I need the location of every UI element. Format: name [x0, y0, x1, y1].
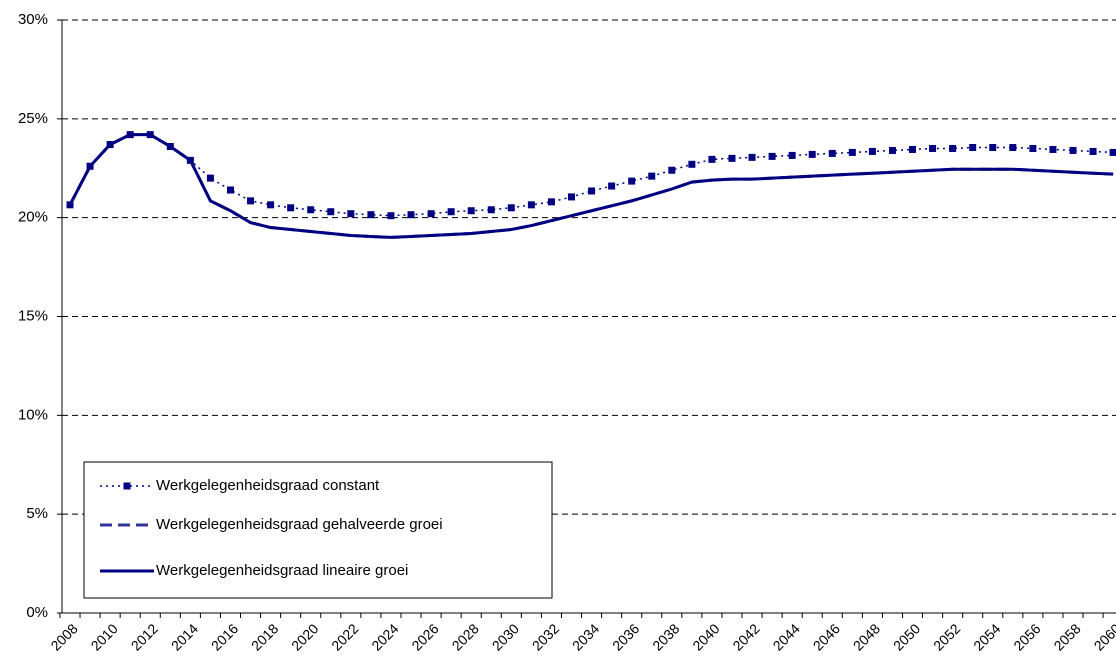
point-marker: [888, 146, 896, 154]
point-marker: [327, 208, 335, 216]
x-tick-label: 2016: [208, 620, 241, 653]
x-tick-label: 2048: [850, 620, 883, 653]
x-tick-label: 2008: [47, 620, 80, 653]
point-marker: [447, 208, 455, 216]
point-marker: [728, 154, 736, 162]
y-tick-label: 10%: [18, 406, 48, 423]
point-marker: [507, 204, 515, 212]
series-line: [69, 133, 1114, 217]
x-tick-label: 2036: [609, 620, 642, 653]
x-tick-label: 2022: [328, 620, 361, 653]
point-marker: [387, 212, 395, 220]
point-marker: [688, 160, 696, 168]
point-marker: [307, 206, 315, 214]
point-marker: [247, 197, 255, 205]
point-marker: [347, 210, 355, 218]
point-marker: [407, 211, 415, 219]
x-tick-label: 2040: [689, 620, 722, 653]
point-marker: [909, 145, 917, 153]
point-marker: [608, 182, 616, 190]
x-tick-label: 2042: [729, 620, 762, 653]
point-marker: [929, 144, 937, 152]
point-marker: [467, 207, 475, 215]
x-tick-label: 2046: [810, 620, 843, 653]
point-marker: [949, 144, 957, 152]
x-tick-label: 2018: [248, 620, 281, 653]
x-tick-label: 2038: [649, 620, 682, 653]
point-marker: [1029, 144, 1037, 152]
point-marker: [808, 150, 816, 158]
y-tick-label: 0%: [26, 604, 48, 621]
y-tick-label: 5%: [26, 505, 48, 522]
point-marker: [828, 149, 836, 157]
x-tick-label: 2028: [449, 620, 482, 653]
legend-marker: [123, 482, 131, 490]
x-tick-label: 2032: [529, 620, 562, 653]
point-marker: [527, 201, 535, 209]
point-marker: [668, 166, 676, 174]
point-marker: [989, 143, 997, 151]
point-marker: [1089, 147, 1097, 155]
point-marker: [748, 153, 756, 161]
y-tick-label: 15%: [18, 307, 48, 324]
x-tick-label: 2054: [970, 620, 1003, 653]
point-marker: [427, 210, 435, 218]
series-line: [68, 133, 1114, 239]
point-marker: [788, 151, 796, 159]
x-tick-label: 2020: [288, 620, 321, 653]
x-tick-label: 2012: [128, 620, 161, 653]
legend-box: [83, 461, 553, 599]
legend-label: Werkgelegenheidsgraad constant: [156, 477, 380, 494]
x-tick-label: 2058: [1050, 620, 1083, 653]
point-marker: [1109, 148, 1116, 156]
series-line: [68, 133, 1114, 239]
x-tick-label: 2010: [88, 620, 121, 653]
y-tick-label: 30%: [18, 11, 48, 28]
y-tick-label: 25%: [18, 110, 48, 127]
x-tick-label: 2060: [1091, 620, 1116, 653]
point-marker: [868, 147, 876, 155]
point-marker: [367, 211, 375, 219]
x-tick-label: 2026: [408, 620, 441, 653]
point-marker: [1009, 143, 1017, 151]
x-tick-label: 2024: [368, 620, 401, 653]
point-marker: [969, 143, 977, 151]
point-marker: [768, 152, 776, 160]
x-tick-label: 2056: [1010, 620, 1043, 653]
x-tick-label: 2014: [168, 620, 201, 653]
legend-label: Werkgelegenheidsgraad lineaire groei: [156, 562, 408, 579]
point-marker: [568, 193, 575, 201]
x-tick-label: 2034: [569, 620, 602, 653]
point-marker: [487, 206, 495, 214]
x-tick-label: 2044: [770, 620, 803, 653]
x-tick-label: 2052: [930, 620, 963, 653]
point-marker: [708, 155, 716, 163]
x-tick-label: 2050: [890, 620, 923, 653]
x-tick-label: 2030: [489, 620, 522, 653]
legend-label: Werkgelegenheidsgraad gehalveerde groei: [156, 516, 443, 533]
point-marker: [848, 148, 856, 156]
point-marker: [226, 186, 234, 194]
point-marker: [1049, 145, 1057, 153]
point-marker: [628, 177, 636, 185]
y-tick-label: 20%: [18, 209, 48, 226]
point-marker: [267, 201, 275, 209]
point-marker: [648, 172, 656, 180]
point-marker: [206, 174, 214, 182]
point-marker: [287, 204, 295, 212]
point-marker: [547, 198, 555, 206]
point-marker: [588, 187, 596, 195]
point-marker: [1069, 146, 1077, 154]
